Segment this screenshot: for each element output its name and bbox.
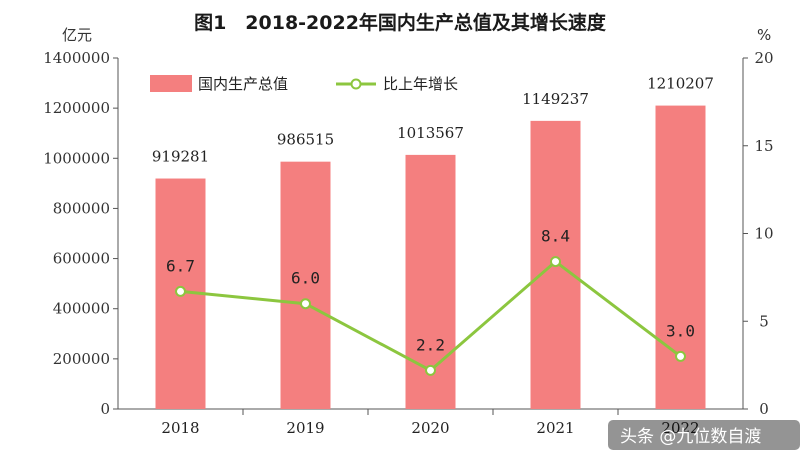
left-tick-label: 1400000 [43,49,110,67]
line-point [175,285,186,297]
watermark-text: 头条 @九位数自渡 [620,427,761,447]
right-tick-label: 10 [754,225,773,243]
watermark: 头条 @九位数自渡 [608,420,800,450]
x-tick-label: 2022 [661,419,699,437]
right-tick-label: 15 [754,137,773,155]
bar [280,161,331,409]
left-tick-label: 1200000 [43,99,110,117]
bar-value-label: 986515 [277,131,334,149]
bar-value-label: 1210207 [647,75,714,93]
line-point [300,298,311,310]
chart-title: 图1 2018-2022年国内生产总值及其增长速度 [194,11,607,34]
left-tick-label: 800000 [53,199,110,217]
line-value-label: 6.7 [166,256,195,275]
x-axis-ticks: 2018 2019 2020 2021 2022 [161,409,700,437]
line-value-label: 6.0 [291,269,320,288]
left-axis-ticks: 0 200000 400000 600000 800000 1000000 1200000 1… [43,49,118,418]
legend-bar-label: 国内生产总值 [198,75,288,93]
left-tick-label: 600000 [53,250,110,268]
left-tick-label: 400000 [53,300,110,318]
bar-series [155,105,706,410]
x-tick-label: 2020 [411,419,449,437]
x-tick-label: 2021 [536,419,574,437]
right-tick-label: 20 [754,49,773,67]
line-point [425,364,436,376]
x-tick-label: 2019 [286,419,324,437]
line-value-label: 8.4 [541,227,570,246]
left-tick-label: 200000 [53,350,110,368]
line-point [675,350,686,362]
bar-value-label: 1149237 [522,90,589,108]
left-tick-label: 1000000 [43,149,110,167]
bar-value-label: 919281 [152,148,209,166]
bar-value-label: 1013567 [397,124,464,142]
right-axis-ticks: 0 5 10 15 20 [743,49,774,418]
line-value-label: 2.2 [416,335,445,354]
x-tick-label: 2018 [161,419,199,437]
line-series [175,256,686,376]
right-axis-unit: % [757,26,771,44]
watermark-background [608,420,800,450]
legend: 国内生产总值 比上年增长 [150,75,458,93]
line-point [550,256,561,268]
left-axis-unit: 亿元 [62,26,92,44]
bar-value-labels: 919281 986515 1013567 1149237 1210207 [152,75,714,166]
legend-line-label: 比上年增长 [383,75,458,93]
line-value-labels: 6.7 6.0 2.2 8.4 3.0 [166,227,695,355]
line-value-label: 3.0 [666,321,695,340]
bar [655,105,706,410]
right-tick-label: 5 [759,312,769,330]
legend-bar-swatch [150,75,192,92]
right-tick-label: 0 [759,400,769,418]
left-tick-label: 0 [100,400,110,418]
legend-line-marker [350,78,362,90]
